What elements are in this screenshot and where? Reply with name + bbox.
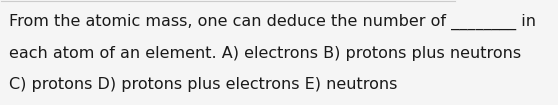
Text: C) protons D) protons plus electrons E) neutrons: C) protons D) protons plus electrons E) … [9, 77, 397, 92]
Text: From the atomic mass, one can deduce the number of ________ in: From the atomic mass, one can deduce the… [9, 14, 536, 30]
Text: each atom of an element. A) electrons B) protons plus neutrons: each atom of an element. A) electrons B)… [9, 46, 521, 61]
